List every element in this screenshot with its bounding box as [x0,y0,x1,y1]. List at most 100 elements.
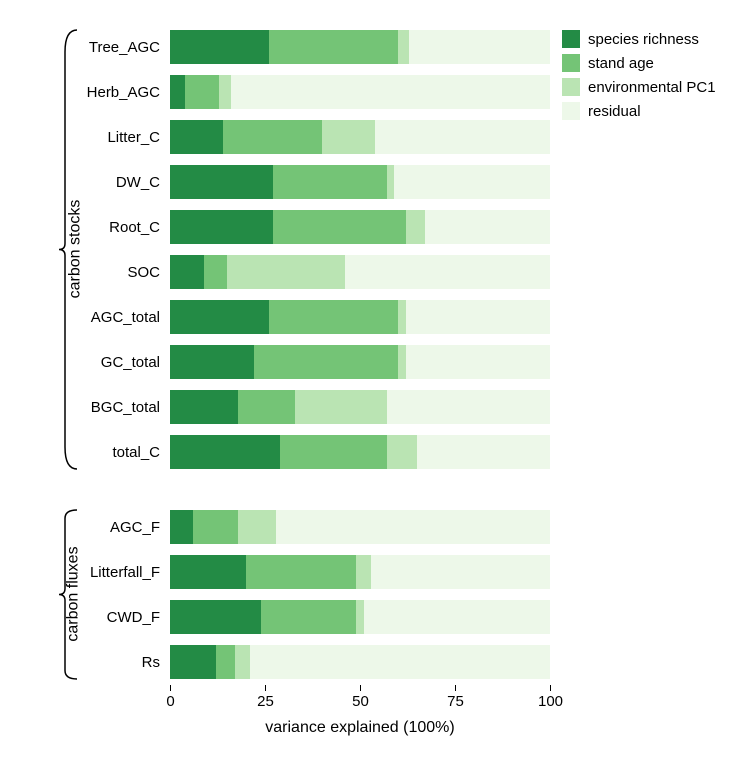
bar-row: Litter_C [170,120,550,154]
tick-mark [170,685,171,691]
row-label: Herb_AGC [87,84,170,101]
bar-segment-species-richness [170,645,216,679]
legend-label: stand age [588,55,654,72]
bar-segment-environmental-PC1 [356,600,364,634]
legend-swatch [562,102,580,120]
bar-segment-residual [364,600,550,634]
row-label: total_C [112,444,170,461]
bar-segment-stand-age [273,165,387,199]
bar-segment-species-richness [170,255,204,289]
row-label: Tree_AGC [89,39,170,56]
bar-segment-residual [250,645,550,679]
bar-segment-environmental-PC1 [238,510,276,544]
bar-segment-residual [406,345,550,379]
bar-segment-stand-age [269,30,398,64]
bar-segment-residual [231,75,550,109]
tick-mark [455,685,456,691]
legend-item: stand age [562,54,716,72]
bar-segment-environmental-PC1 [356,555,371,589]
bar-row: Litterfall_F [170,555,550,589]
bar-segment-environmental-PC1 [322,120,375,154]
bar-row: DW_C [170,165,550,199]
stacked-bar [170,390,550,424]
bar-segment-environmental-PC1 [387,435,417,469]
bar-segment-residual [276,510,550,544]
legend-label: residual [588,103,641,120]
plot-area: Tree_AGCHerb_AGCLitter_CDW_CRoot_CSOCAGC… [170,30,550,702]
legend-item: environmental PC1 [562,78,716,96]
bar-segment-residual [425,210,550,244]
stacked-bar [170,75,550,109]
row-label: BGC_total [91,399,170,416]
legend-item: species richness [562,30,716,48]
row-label: Root_C [109,219,170,236]
bar-segment-stand-age [273,210,406,244]
variance-explained-chart: Tree_AGC Herb_AGC Litter_C DW_C Root_C SOC AGC… [0,0,731,775]
stacked-bar [170,120,550,154]
bar-row: AGC_F [170,510,550,544]
bar-segment-species-richness [170,300,269,334]
bar-row: Herb_AGC [170,75,550,109]
bar-segment-stand-age [269,300,398,334]
bar-segment-residual [345,255,550,289]
tick-label: 75 [447,693,464,710]
row-label: Litterfall_F [90,564,170,581]
bar-row: AGC_total [170,300,550,334]
tick-mark [550,685,551,691]
stacked-bar [170,300,550,334]
bar-segment-residual [409,30,550,64]
stacked-bar [170,600,550,634]
row-label: SOC [127,264,170,281]
bar-segment-species-richness [170,435,280,469]
bar-segment-species-richness [170,555,246,589]
bar-segment-species-richness [170,345,254,379]
bar-segment-species-richness [170,390,238,424]
bar-row: CWD_F [170,600,550,634]
row-label: GC_total [101,354,170,371]
bar-row: BGC_total [170,390,550,424]
bar-segment-residual [406,300,550,334]
bar-row: Tree_AGC [170,30,550,64]
bar-segment-stand-age [193,510,239,544]
stacked-bar [170,165,550,199]
bar-segment-environmental-PC1 [387,165,395,199]
bar-segment-stand-age [204,255,227,289]
legend-swatch [562,54,580,72]
tick-label: 100 [538,693,563,710]
bar-segment-environmental-PC1 [227,255,345,289]
bar-segment-stand-age [216,645,235,679]
tick-label: 50 [352,693,369,710]
x-tick: 100 [550,685,551,691]
group-label: carbon fluxes [65,546,83,641]
bar-segment-species-richness [170,510,193,544]
tick-mark [265,685,266,691]
x-tick: 75 [455,685,456,691]
bar-segment-species-richness [170,210,273,244]
x-tick: 25 [265,685,266,691]
group-label: carbon stocks [66,199,84,298]
row-label: CWD_F [107,609,170,626]
bar-segment-stand-age [238,390,295,424]
x-tick: 50 [360,685,361,691]
bar-segment-environmental-PC1 [235,645,250,679]
row-label: Rs [142,654,170,671]
bar-segment-stand-age [223,120,322,154]
stacked-bar [170,645,550,679]
bar-row: GC_total [170,345,550,379]
bar-segment-environmental-PC1 [295,390,386,424]
stacked-bar [170,435,550,469]
bar-segment-residual [375,120,550,154]
row-label: AGC_total [91,309,170,326]
bar-segment-species-richness [170,30,269,64]
tick-label: 0 [166,693,174,710]
bar-segment-environmental-PC1 [398,30,409,64]
bar-segment-residual [387,390,550,424]
bar-segment-species-richness [170,75,185,109]
bar-segment-environmental-PC1 [219,75,230,109]
bar-segment-environmental-PC1 [398,345,406,379]
legend: species richness stand age environmental P… [562,30,716,126]
stacked-bar [170,555,550,589]
bar-segment-environmental-PC1 [398,300,406,334]
legend-label: species richness [588,31,699,48]
tick-mark [360,685,361,691]
